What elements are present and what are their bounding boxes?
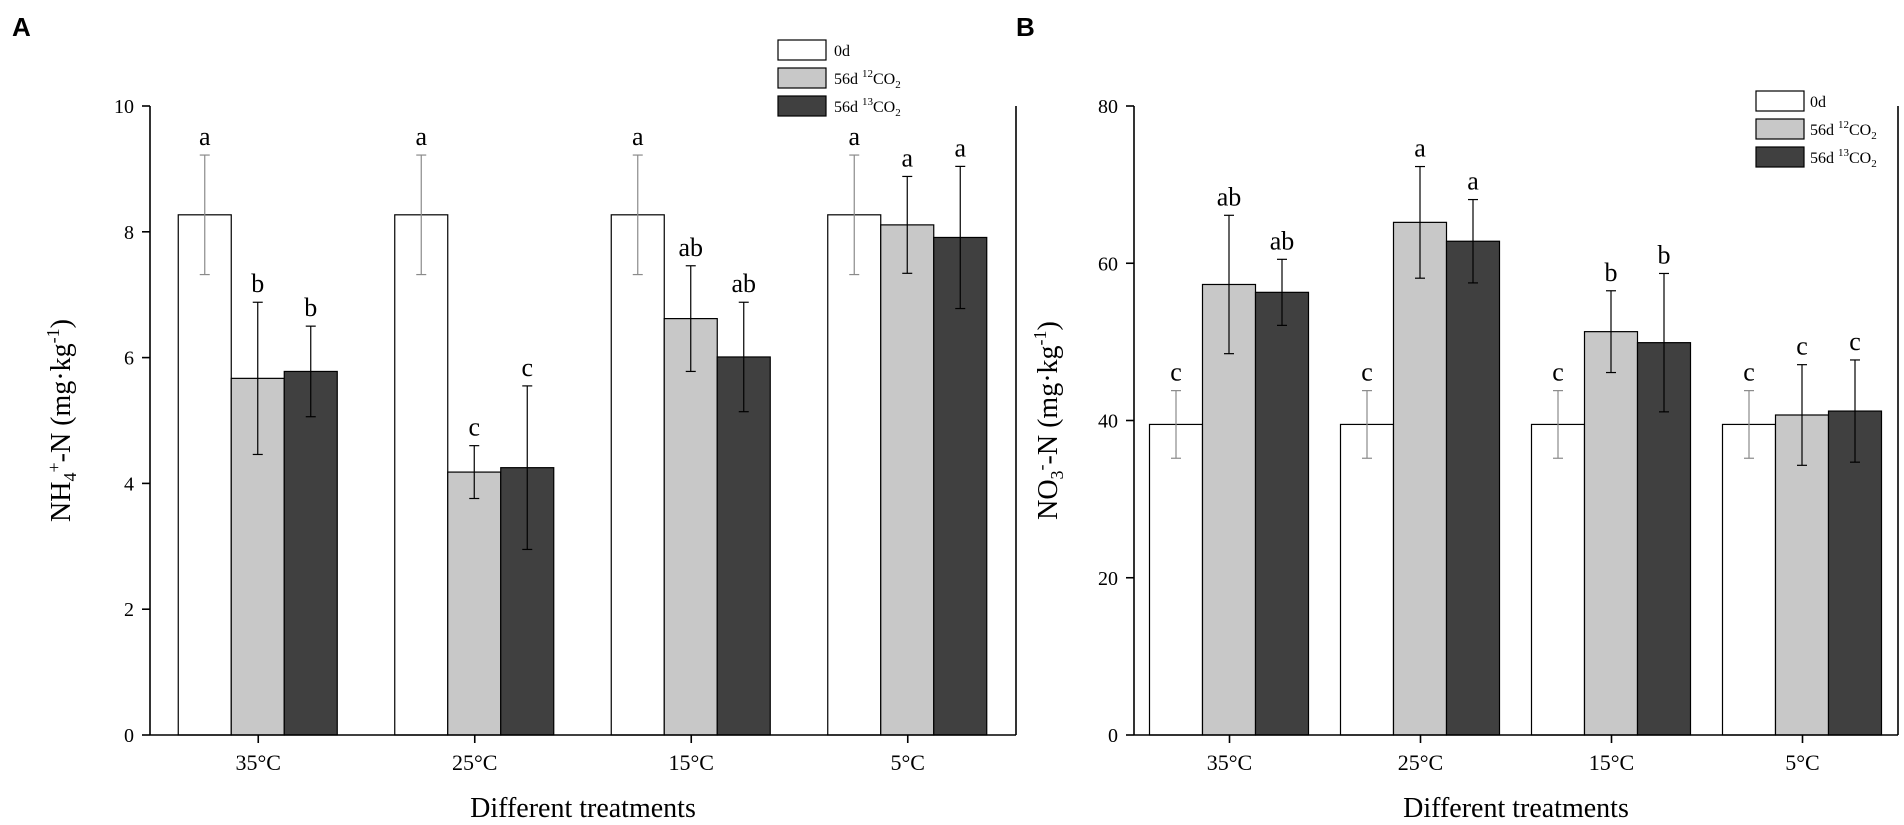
y-tick-label-3: 6 (124, 348, 134, 370)
x-axis-label: Different treatments (470, 793, 696, 824)
significance-letter-13CO2-0: ab (1270, 226, 1295, 255)
significance-letter-0d-0: a (199, 122, 211, 151)
bar-12CO2-1 (447, 471, 502, 736)
significance-letter-0d-3: a (848, 122, 860, 151)
significance-letter-0d-2: a (632, 122, 644, 151)
legend-swatch-0d (777, 39, 827, 61)
bar-13CO2-1 (1445, 240, 1501, 736)
legend-swatch-12CO2 (1755, 118, 1805, 140)
y-tick-label-0: 0 (1108, 725, 1118, 747)
bar-0d-0 (177, 214, 232, 736)
significance-letter-0d-0: c (1170, 358, 1182, 387)
bar-13CO2-0 (283, 370, 338, 736)
x-tick-label-0: 35°C (236, 750, 281, 775)
x-tick-label-0: 35°C (1207, 750, 1252, 775)
bar-13CO2-2 (716, 356, 771, 736)
y-tick-label-2: 4 (124, 473, 134, 495)
legend-swatch-12CO2 (777, 67, 827, 89)
x-tick-label-2: 15°C (669, 750, 714, 775)
significance-letter-0d-3: c (1743, 358, 1755, 387)
y-tick-label-4: 8 (124, 222, 134, 244)
bar-12CO2-2 (1583, 331, 1639, 736)
significance-letter-0d-1: c (1361, 358, 1373, 387)
x-tick-label-1: 25°C (1398, 750, 1443, 775)
bar-13CO2-3 (933, 236, 988, 736)
significance-letter-12CO2-0: b (251, 269, 264, 298)
y-tick-label-1: 2 (124, 599, 134, 621)
x-tick-label-2: 15°C (1589, 750, 1634, 775)
significance-letter-12CO2-1: c (468, 413, 480, 442)
y-tick-label-4: 80 (1098, 96, 1118, 118)
y-axis-label: NH4+-N (mg·kg-1) (43, 319, 80, 522)
bar-12CO2-3 (880, 224, 935, 736)
significance-letter-12CO2-0: ab (1217, 182, 1242, 211)
legend-label-0d: 0d (834, 43, 850, 60)
x-tick-label-3: 5°C (1785, 750, 1819, 775)
bar-12CO2-1 (1392, 221, 1448, 736)
y-tick-label-1: 20 (1098, 568, 1118, 590)
x-tick-label-1: 25°C (452, 750, 497, 775)
y-axis-label: NO3--N (mg·kg-1) (1030, 321, 1067, 520)
legend-swatch-13CO2 (1755, 146, 1805, 168)
significance-letter-13CO2-0: b (304, 293, 317, 322)
legend-swatch-0d (1755, 90, 1805, 112)
significance-letter-13CO2-1: c (521, 353, 533, 382)
y-tick-label-0: 0 (124, 725, 134, 747)
panel-label: A (12, 12, 31, 42)
significance-letter-12CO2-3: c (1796, 332, 1808, 361)
bar-0d-2 (610, 214, 665, 736)
bar-0d-3 (827, 214, 882, 736)
y-tick-label-5: 10 (114, 96, 134, 118)
legend-label-13CO2: 56d 13CO2 (1810, 147, 1877, 170)
bar-12CO2-2 (663, 318, 718, 736)
significance-letter-13CO2-2: b (1658, 240, 1671, 269)
significance-letter-0d-1: a (415, 122, 427, 151)
bar-0d-1 (394, 214, 449, 736)
panel-label: B (1016, 12, 1035, 42)
significance-letter-13CO2-2: ab (731, 269, 756, 298)
significance-letter-12CO2-3: a (901, 143, 913, 172)
legend: 0d 56d 12CO2 56d 13CO2 (777, 39, 901, 119)
legend-swatch-13CO2 (777, 95, 827, 117)
legend-label-0d: 0d (1810, 94, 1826, 111)
bar-0d-2 (1530, 423, 1586, 736)
y-tick-label-2: 40 (1098, 411, 1118, 433)
bar-0d-3 (1721, 423, 1777, 736)
significance-letter-12CO2-2: b (1605, 258, 1618, 287)
significance-letter-12CO2-1: a (1414, 134, 1426, 163)
bar-13CO2-0 (1254, 291, 1310, 736)
significance-letter-13CO2-3: a (954, 133, 966, 162)
legend-label-12CO2: 56d 12CO2 (834, 68, 901, 91)
significance-letter-12CO2-2: ab (678, 233, 703, 262)
y-tick-label-3: 60 (1098, 253, 1118, 275)
significance-letter-13CO2-1: a (1467, 167, 1479, 196)
x-tick-label-3: 5°C (891, 750, 925, 775)
legend-label-13CO2: 56d 13CO2 (834, 96, 901, 119)
significance-letter-0d-2: c (1552, 358, 1564, 387)
bar-0d-1 (1339, 423, 1395, 736)
bar-0d-0 (1148, 423, 1204, 736)
x-axis-label: Different treatments (1403, 793, 1629, 824)
legend-label-12CO2: 56d 12CO2 (1810, 119, 1877, 142)
significance-letter-13CO2-3: c (1849, 327, 1861, 356)
bar-13CO2-3 (1827, 410, 1883, 736)
legend: 0d 56d 12CO2 56d 13CO2 (1755, 90, 1877, 170)
